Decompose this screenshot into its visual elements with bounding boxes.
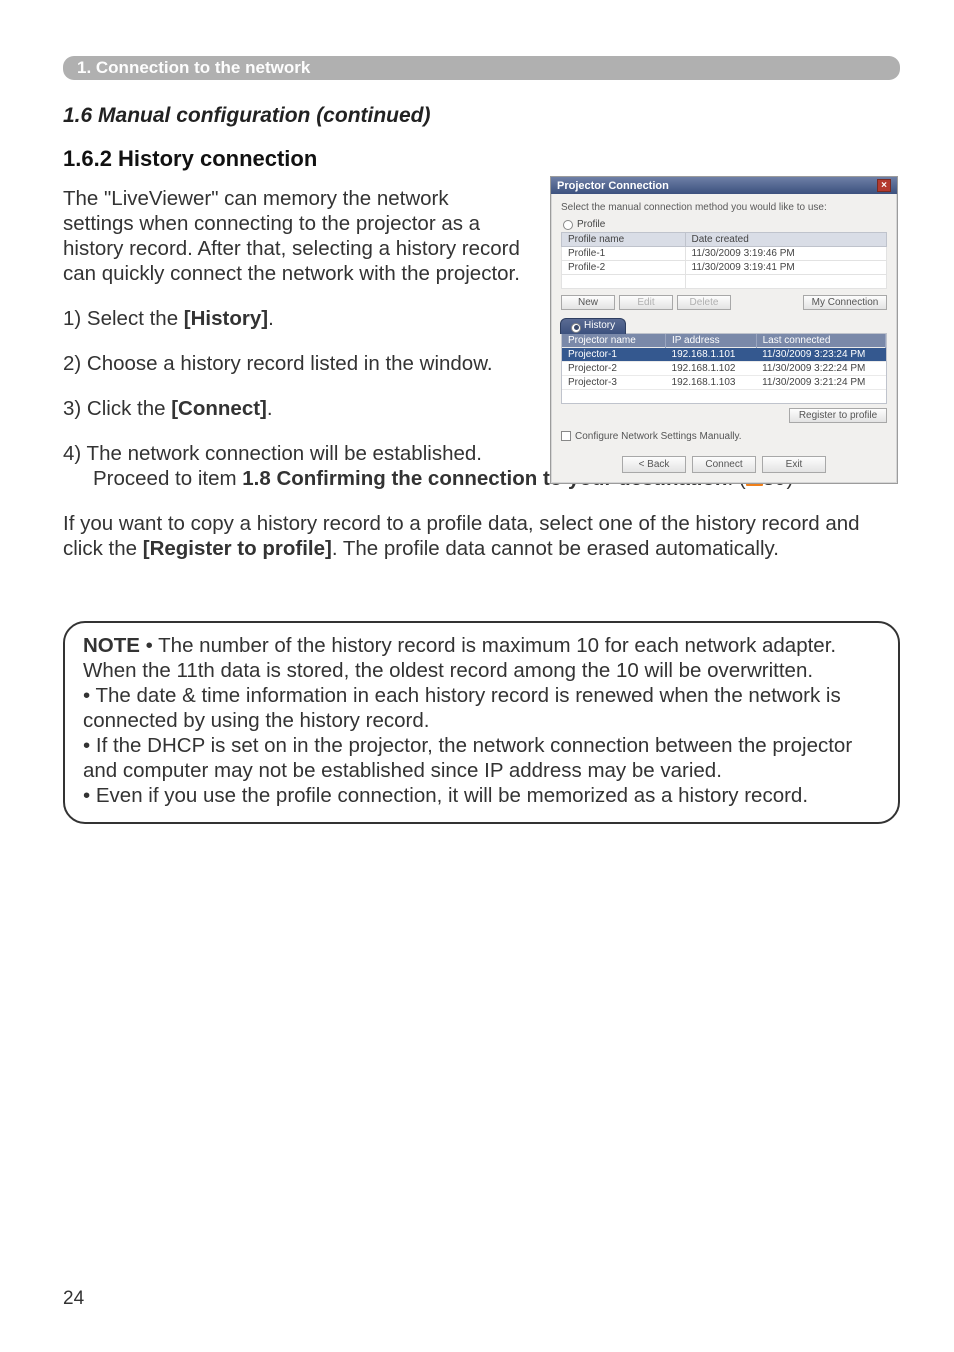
- hist-ip-cell: 192.168.1.103: [666, 375, 757, 389]
- profile-name-cell: Profile-2: [562, 261, 686, 275]
- hist-col-name[interactable]: Projector name: [562, 334, 666, 348]
- hist-col-last[interactable]: Last connected: [756, 334, 885, 348]
- radio-icon[interactable]: [563, 220, 573, 230]
- heading-162: 1.6.2 History connection: [63, 146, 900, 172]
- hist-last-cell: 11/30/2009 3:21:24 PM: [756, 375, 885, 389]
- profile-radio-label: Profile: [577, 219, 605, 230]
- table-row[interactable]: Profile-1 11/30/2009 3:19:46 PM: [562, 247, 887, 261]
- edit-button[interactable]: Edit: [619, 295, 673, 310]
- profile-col-name[interactable]: Profile name: [562, 233, 686, 247]
- hist-name-cell: Projector-2: [562, 361, 666, 375]
- close-icon[interactable]: ×: [877, 179, 891, 192]
- configure-manually-row[interactable]: Configure Network Settings Manually.: [561, 431, 887, 442]
- profile-date-cell: 11/30/2009 3:19:46 PM: [685, 247, 887, 261]
- note-b4: • Even if you use the profile connection…: [83, 784, 808, 807]
- step4-line1: 4) The network connection will be establ…: [63, 442, 482, 465]
- window-title: Projector Connection: [557, 180, 669, 192]
- table-row[interactable]: Profile-2 11/30/2009 3:19:41 PM: [562, 261, 887, 275]
- window-instruction: Select the manual connection method you …: [561, 202, 887, 213]
- register-to-profile-button[interactable]: Register to profile: [789, 408, 887, 423]
- hist-last-cell: 11/30/2009 3:22:24 PM: [756, 361, 885, 375]
- my-connection-button[interactable]: My Connection: [803, 295, 887, 310]
- subtitle: 1.6 Manual configuration (continued): [63, 104, 900, 128]
- delete-button[interactable]: Delete: [677, 295, 731, 310]
- connect-button[interactable]: Connect: [692, 456, 756, 473]
- profile-name-cell: Profile-1: [562, 247, 686, 261]
- projector-connection-window: Projector Connection × Select the manual…: [550, 176, 898, 484]
- note-box: NOTE • The number of the history record …: [63, 621, 900, 824]
- section-band: 1. Connection to the network: [63, 56, 900, 80]
- hist-col-ip[interactable]: IP address: [666, 334, 757, 348]
- window-titlebar: Projector Connection ×: [551, 177, 897, 194]
- back-button[interactable]: < Back: [622, 456, 686, 473]
- profile-table: Profile name Date created Profile-1 11/3…: [561, 232, 887, 289]
- intro-paragraph: The "LiveViewer" can memory the network …: [63, 186, 523, 286]
- history-tab[interactable]: History: [560, 318, 626, 334]
- step1-bold: [History]: [184, 307, 268, 330]
- radio-icon: [571, 323, 581, 333]
- configure-manually-label: Configure Network Settings Manually.: [575, 431, 742, 442]
- note-b1: • The number of the history record is ma…: [83, 634, 836, 682]
- step1-post: .: [268, 307, 274, 330]
- profile-radio-row[interactable]: Profile: [563, 219, 887, 230]
- copy-post: . The profile data cannot be erased auto…: [332, 537, 779, 560]
- step3-post: .: [267, 397, 273, 420]
- step3-pre: 3) Click the: [63, 397, 171, 420]
- table-row[interactable]: Projector-1 192.168.1.101 11/30/2009 3:2…: [562, 347, 886, 361]
- checkbox-icon[interactable]: [561, 431, 571, 441]
- hist-name-cell: Projector-1: [562, 347, 666, 361]
- hist-name-cell: Projector-3: [562, 375, 666, 389]
- note-b2: • The date & time information in each hi…: [83, 684, 841, 732]
- profile-col-date[interactable]: Date created: [685, 233, 887, 247]
- note-b3: • If the DHCP is set on in the projector…: [83, 734, 852, 782]
- profile-date-cell: 11/30/2009 3:19:41 PM: [685, 261, 887, 275]
- history-table: Projector name IP address Last connected…: [562, 334, 886, 403]
- hist-last-cell: 11/30/2009 3:23:24 PM: [756, 347, 885, 361]
- table-row[interactable]: Projector-2 192.168.1.102 11/30/2009 3:2…: [562, 361, 886, 375]
- copy-bold: [Register to profile]: [143, 537, 332, 560]
- hist-ip-cell: 192.168.1.101: [666, 347, 757, 361]
- copy-paragraph: If you want to copy a history record to …: [63, 511, 900, 561]
- exit-button[interactable]: Exit: [762, 456, 826, 473]
- new-button[interactable]: New: [561, 295, 615, 310]
- step1-pre: 1) Select the: [63, 307, 184, 330]
- step3-bold: [Connect]: [171, 397, 267, 420]
- page-number: 24: [63, 1288, 84, 1310]
- hist-ip-cell: 192.168.1.102: [666, 361, 757, 375]
- table-row[interactable]: Projector-3 192.168.1.103 11/30/2009 3:2…: [562, 375, 886, 389]
- history-tab-label: History: [584, 320, 615, 331]
- step4-pre: Proceed to item: [93, 467, 242, 490]
- note-label: NOTE: [83, 634, 140, 657]
- history-table-wrap: Projector name IP address Last connected…: [561, 333, 887, 404]
